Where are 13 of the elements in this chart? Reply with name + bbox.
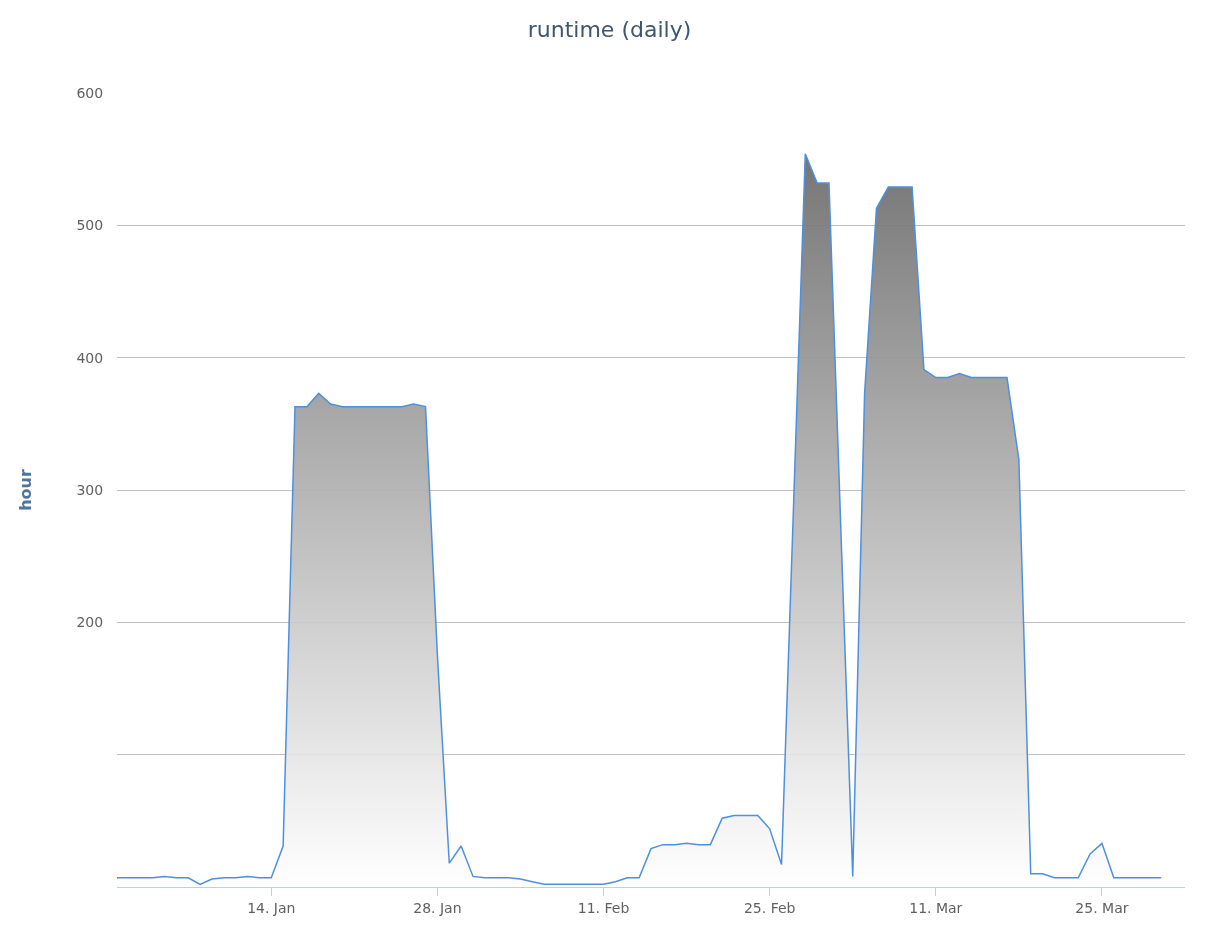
y-axis-title: hour [16,469,36,511]
x-tick-label: 25. Feb [743,899,796,916]
x-tick-label: 28. Jan [413,899,462,916]
y-tick-label: 200 [76,614,104,631]
x-tick-label: 14. Jan [247,899,296,916]
chart-title: runtime (daily) [527,17,692,43]
x-tick-label: 25. Mar [1075,899,1129,916]
y-tick-label: 600 [76,84,104,101]
y-tick-label: 300 [76,481,104,498]
x-tick-label: 11. Mar [909,899,963,916]
x-tick-label: 11. Feb [577,899,630,916]
y-tick-label: 500 [76,217,104,234]
y-tick-label: 400 [76,349,104,366]
